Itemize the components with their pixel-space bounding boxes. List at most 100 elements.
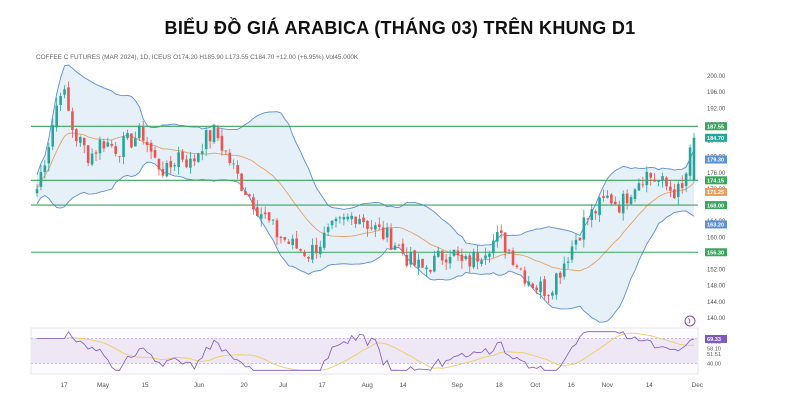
- candle-body: [315, 244, 318, 254]
- candle-body: [322, 232, 326, 248]
- candle-body: [106, 142, 110, 147]
- candle-body: [515, 265, 519, 267]
- candle-body: [676, 183, 680, 198]
- candle-body: [47, 147, 51, 164]
- candle-body: [653, 179, 656, 182]
- candle-body: [145, 141, 149, 146]
- candle-body: [436, 250, 440, 257]
- y-tick-label: 140.00: [707, 316, 726, 322]
- candle-body: [200, 151, 204, 155]
- candle-body: [495, 232, 499, 242]
- rsi-band: [31, 338, 698, 364]
- candle-body: [149, 142, 153, 152]
- candle-body: [118, 156, 121, 158]
- candle-body: [307, 256, 310, 259]
- candle-body: [562, 263, 566, 277]
- candle-body: [75, 129, 78, 142]
- candle-body: [421, 258, 424, 268]
- candle-body: [110, 143, 114, 146]
- candle-body: [488, 253, 491, 257]
- candle-body: [102, 141, 106, 149]
- candle-body: [287, 241, 291, 244]
- candle-body: [492, 240, 495, 254]
- candle-body: [448, 256, 452, 264]
- y-tick-label: 196.00: [707, 90, 726, 96]
- candle-body: [539, 281, 542, 293]
- candle-body: [692, 137, 696, 181]
- candle-body: [252, 197, 255, 210]
- alert-icon[interactable]: [684, 315, 696, 327]
- x-tick-label: Dec: [692, 382, 704, 389]
- rsi-tick-label: 58.10: [707, 346, 721, 352]
- candle-body: [649, 173, 653, 178]
- candle-body: [645, 171, 649, 186]
- axis-tag: [705, 133, 727, 142]
- candle-body: [527, 281, 531, 286]
- rsi-ma-line: [37, 332, 695, 371]
- candle-body: [165, 162, 169, 177]
- level-tag: [705, 201, 727, 210]
- candle-body: [425, 267, 428, 270]
- candle-body: [354, 216, 357, 224]
- candle-body: [594, 211, 597, 214]
- candle-body: [342, 217, 346, 220]
- candle-body: [161, 169, 165, 176]
- rsi-line: [37, 330, 695, 371]
- candle-body: [114, 146, 117, 154]
- candle-body: [208, 130, 212, 142]
- candle-body: [130, 133, 133, 148]
- candle-body: [271, 219, 275, 221]
- candle-body: [401, 243, 405, 254]
- candle-body: [433, 255, 436, 272]
- candle-body: [358, 218, 361, 225]
- page-title: BIỂU ĐỒ GIÁ ARABICA (THÁNG 03) TRÊN KHUN…: [164, 18, 636, 38]
- candle-body: [417, 259, 420, 268]
- x-tick-label: Nov: [602, 382, 614, 389]
- candle-body: [86, 145, 90, 163]
- candle-body: [189, 158, 192, 168]
- y-tick-label: 200.00: [707, 74, 726, 80]
- candle-body: [499, 230, 503, 233]
- axis-tag: [705, 187, 727, 196]
- candle-body: [440, 250, 444, 261]
- candle-body: [673, 189, 676, 199]
- candle-body: [256, 207, 259, 217]
- candle-body: [429, 269, 432, 272]
- candle-body: [311, 244, 314, 260]
- level-tag: [705, 176, 727, 185]
- candle-body: [303, 252, 306, 257]
- candle-body: [614, 201, 617, 205]
- candle-body: [82, 137, 86, 146]
- candle-body: [381, 227, 385, 239]
- candle-body: [476, 252, 479, 262]
- candle-body: [232, 163, 236, 165]
- candle-body: [169, 160, 173, 168]
- candle-body: [157, 159, 161, 170]
- candle-body: [224, 150, 228, 152]
- candle-body: [236, 164, 239, 174]
- candle-body: [393, 245, 397, 250]
- candle-body: [444, 259, 448, 263]
- candle-body: [291, 238, 295, 246]
- bollinger-lower-line: [36, 161, 695, 323]
- candle-body: [484, 255, 487, 259]
- y-tick-label: 160.00: [707, 235, 726, 241]
- candle-body: [610, 194, 613, 204]
- candle-body: [330, 220, 334, 226]
- candle-body: [464, 256, 468, 260]
- candle-body: [661, 176, 664, 181]
- x-tick-label: Sep: [452, 382, 464, 389]
- candle-body: [519, 268, 523, 270]
- candle-body: [55, 105, 58, 128]
- x-tick-label: Oct: [530, 382, 540, 389]
- candle-body: [153, 150, 157, 158]
- candle-body: [684, 173, 688, 187]
- candle-body: [283, 237, 287, 240]
- candle-body: [680, 183, 684, 189]
- candle-body: [523, 270, 527, 284]
- candle-body: [244, 190, 247, 196]
- candle-body: [688, 147, 692, 176]
- axis-tag-label: 184.70: [707, 136, 724, 142]
- x-tick-label: 15: [142, 382, 150, 389]
- candle-body: [633, 189, 637, 199]
